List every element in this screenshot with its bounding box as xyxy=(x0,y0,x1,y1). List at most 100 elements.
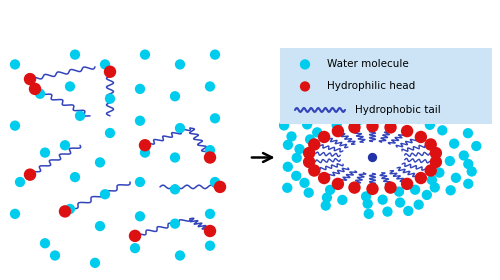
Point xyxy=(171,187,179,192)
Point xyxy=(313,130,321,135)
Point xyxy=(431,185,439,190)
Point xyxy=(396,200,404,205)
Point xyxy=(386,185,394,190)
Point xyxy=(438,128,446,132)
Point xyxy=(403,182,411,186)
Point xyxy=(320,135,328,139)
Text: Hydrophobic tail: Hydrophobic tail xyxy=(355,105,441,115)
Point xyxy=(284,186,292,190)
Point xyxy=(446,159,454,163)
Point xyxy=(301,62,309,67)
Point xyxy=(423,193,431,197)
Point xyxy=(323,195,331,200)
Point xyxy=(464,181,472,186)
Point xyxy=(358,109,366,113)
Point xyxy=(131,234,139,238)
Point xyxy=(11,212,19,216)
Point xyxy=(206,229,214,233)
Point xyxy=(96,160,104,165)
Point xyxy=(403,129,411,133)
Point xyxy=(71,52,79,57)
Point xyxy=(452,176,460,180)
Point xyxy=(71,175,79,179)
Point xyxy=(296,147,304,151)
Point xyxy=(342,101,349,106)
Point xyxy=(320,176,328,180)
Point xyxy=(404,209,412,213)
Point xyxy=(76,114,84,118)
Point xyxy=(411,188,419,192)
Point xyxy=(432,151,440,155)
Point xyxy=(26,172,34,177)
Point xyxy=(417,176,425,180)
Point xyxy=(106,96,114,101)
Point xyxy=(91,261,99,265)
Point xyxy=(426,142,434,147)
Point xyxy=(41,241,49,246)
Point xyxy=(136,180,144,184)
Point xyxy=(131,246,139,250)
Point xyxy=(171,94,179,99)
Point xyxy=(464,131,472,136)
Point xyxy=(300,181,308,185)
Point xyxy=(386,125,394,130)
Point xyxy=(332,123,340,127)
Point xyxy=(176,253,184,258)
Point xyxy=(426,123,434,127)
Point xyxy=(468,169,475,174)
Point xyxy=(288,134,296,139)
Point xyxy=(176,126,184,130)
FancyBboxPatch shape xyxy=(280,48,492,124)
Point xyxy=(390,111,398,115)
Point xyxy=(136,214,144,218)
Point xyxy=(335,113,343,117)
Point xyxy=(322,203,330,208)
Point xyxy=(11,62,19,67)
Point xyxy=(305,160,313,164)
Text: Water molecule: Water molecule xyxy=(328,59,409,69)
Point xyxy=(304,190,312,195)
Point xyxy=(301,84,309,89)
Point xyxy=(334,182,342,186)
Point xyxy=(51,253,59,258)
Point xyxy=(66,207,74,211)
Point xyxy=(430,115,438,120)
Point xyxy=(368,155,376,160)
Point xyxy=(31,87,39,91)
Point xyxy=(362,194,370,199)
Point xyxy=(101,192,109,197)
Point xyxy=(61,143,69,148)
Point xyxy=(378,197,386,202)
Point xyxy=(364,201,372,206)
Point xyxy=(472,144,480,148)
Point xyxy=(350,185,358,190)
Point xyxy=(426,168,434,173)
Point xyxy=(26,77,34,81)
Point xyxy=(292,174,300,178)
Point xyxy=(368,186,376,191)
Point xyxy=(350,125,358,130)
Point xyxy=(96,224,104,228)
Point xyxy=(464,162,472,166)
Point xyxy=(41,150,49,155)
Point xyxy=(211,180,219,184)
Point xyxy=(365,212,373,216)
Point xyxy=(106,69,114,74)
Point xyxy=(16,180,24,184)
Point xyxy=(216,185,224,189)
Point xyxy=(293,155,301,160)
Point xyxy=(432,160,440,164)
Point xyxy=(206,243,214,248)
Point xyxy=(334,129,342,133)
Point xyxy=(176,62,184,67)
Point xyxy=(414,202,422,207)
Point xyxy=(66,84,74,89)
Point xyxy=(417,135,425,139)
Point xyxy=(460,153,468,158)
Text: Hydrophilic head: Hydrophilic head xyxy=(328,81,416,92)
Point xyxy=(280,123,288,128)
Point xyxy=(206,148,214,152)
Point xyxy=(284,165,292,169)
Point xyxy=(372,98,380,103)
Point xyxy=(61,209,69,214)
